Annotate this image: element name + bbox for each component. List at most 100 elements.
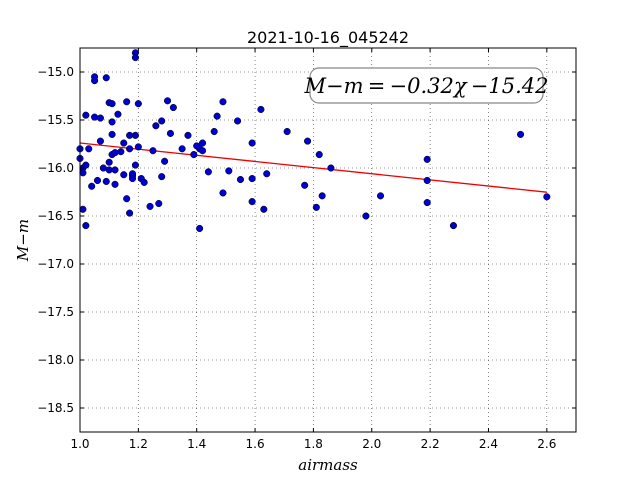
data-point (108, 100, 116, 108)
fit-line-group (79, 142, 547, 193)
y-tick-label: −17.5 (37, 305, 74, 319)
data-point (283, 127, 291, 136)
data-point (105, 158, 113, 166)
data-point (248, 175, 256, 183)
data-point (82, 111, 90, 119)
data-point (146, 202, 154, 210)
data-point (158, 117, 166, 125)
data-point (128, 175, 137, 183)
fit-line (79, 142, 547, 193)
data-point (517, 130, 525, 138)
x-tick-label: 2.0 (362, 437, 381, 451)
data-point (184, 131, 192, 139)
data-point (111, 166, 119, 174)
data-point (169, 103, 177, 112)
y-tick-label: −18.5 (37, 401, 74, 415)
data-point (236, 175, 245, 184)
y-tick-label: −18.0 (37, 353, 74, 367)
data-point (134, 100, 142, 108)
data-point (161, 157, 169, 165)
x-tick-label: 2.4 (479, 437, 498, 451)
data-point (88, 182, 96, 190)
data-point (423, 176, 431, 185)
data-point (166, 129, 174, 137)
data-point (423, 155, 431, 163)
data-point (126, 209, 134, 217)
y-axis-label: M−m (14, 219, 32, 262)
y-tick-label: −16.5 (37, 209, 74, 223)
data-point (248, 198, 256, 206)
data-point (102, 177, 110, 185)
axis-ticks: 1.0 1.2 1.4 1.6 1.8 2.0 2.2 2.4 2.6 −15.0 −15.5 −16… (37, 48, 576, 451)
data-point (126, 145, 134, 153)
data-point (196, 224, 204, 233)
data-point (210, 127, 218, 136)
data-point (123, 195, 131, 203)
data-point (225, 167, 233, 175)
data-point (85, 145, 93, 153)
data-point (134, 143, 142, 151)
data-point (163, 97, 172, 105)
data-point (79, 205, 87, 213)
data-point (108, 118, 116, 126)
data-point (82, 222, 90, 230)
data-point (114, 110, 122, 118)
x-tick-label: 2.6 (537, 437, 556, 451)
data-point (149, 147, 157, 155)
y-tick-label: −16.0 (37, 161, 74, 175)
data-point (449, 222, 458, 230)
data-point (248, 139, 256, 147)
data-point (131, 161, 139, 169)
data-point (158, 173, 166, 181)
x-tick-label: 1.2 (129, 437, 148, 451)
data-point (257, 105, 265, 113)
data-points (76, 49, 551, 233)
data-point (543, 193, 551, 201)
data-point (219, 98, 227, 106)
data-point (111, 149, 119, 157)
data-point (79, 169, 87, 177)
x-tick-label: 1.6 (246, 437, 265, 451)
data-point (190, 151, 198, 159)
fit-equation-box: M−m = −0.32χ −15.42 (304, 67, 548, 104)
data-point (213, 112, 221, 120)
x-axis-label: airmass (298, 456, 358, 474)
data-point (117, 148, 125, 156)
data-point (96, 114, 104, 122)
fit-equation-frame (309, 67, 544, 104)
data-point (260, 205, 268, 213)
y-tick-label: −15.5 (37, 113, 74, 127)
y-tick-label: −17.0 (37, 257, 74, 271)
data-point (376, 192, 385, 200)
data-point (315, 151, 323, 159)
data-point (263, 170, 271, 178)
data-point (82, 161, 90, 169)
data-point (178, 145, 186, 153)
data-point (96, 137, 104, 145)
data-point (362, 212, 370, 220)
x-tick-label: 1.8 (304, 437, 323, 451)
data-point (204, 168, 212, 176)
data-point (318, 192, 326, 200)
data-point (198, 139, 207, 147)
data-point (312, 203, 320, 211)
grid (79, 48, 576, 432)
data-point (304, 137, 312, 145)
data-point (120, 139, 128, 147)
data-point (91, 113, 99, 121)
data-point (234, 117, 242, 125)
data-point (102, 74, 110, 82)
data-point (301, 181, 309, 189)
x-tick-label: 2.2 (421, 437, 440, 451)
data-point (152, 122, 160, 130)
data-point (93, 176, 102, 185)
data-point (131, 54, 139, 62)
data-point (140, 178, 148, 186)
chart-title: 2021-10-16_045242 (247, 28, 409, 48)
data-point (423, 199, 431, 207)
data-point (108, 130, 116, 138)
data-point (111, 180, 119, 188)
data-point (131, 131, 139, 139)
data-point (91, 77, 99, 85)
